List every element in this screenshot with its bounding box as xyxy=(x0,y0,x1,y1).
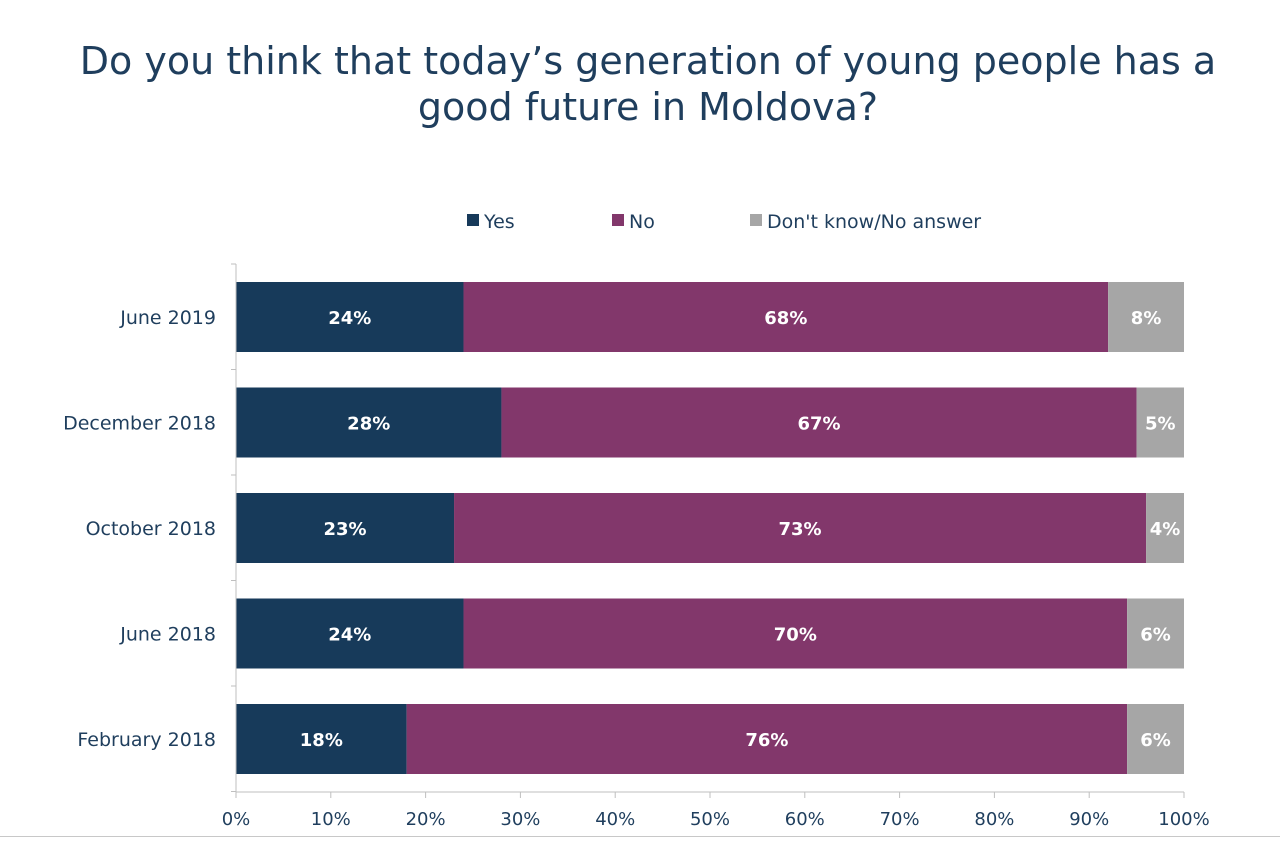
chart-title: Do you think that today’s generation of … xyxy=(79,39,1217,129)
bar-segment xyxy=(463,282,1109,352)
data-label: 5% xyxy=(1145,414,1176,435)
axes: June 2019 December 2018 October 2018 June 2… xyxy=(63,263,1210,830)
x-tick-label: 70% xyxy=(880,809,920,830)
data-label: 70% xyxy=(774,625,817,646)
data-label: 6% xyxy=(1140,625,1171,646)
x-tick-label: 50% xyxy=(690,809,730,830)
bar-segment xyxy=(501,387,1137,458)
bar-segment xyxy=(406,704,1128,774)
bar-segment xyxy=(236,598,464,669)
data-label: 68% xyxy=(764,308,807,329)
bar-segment xyxy=(236,704,407,774)
legend: Yes No Don't know/No answer xyxy=(467,211,981,233)
data-label: 24% xyxy=(328,625,371,646)
bar-segment xyxy=(1127,598,1184,669)
data-label: 24% xyxy=(328,308,371,329)
bars: 24% 68% 8% 28% 67% 5% 23% 73% 4% 24% 70% 6% 18% 76% 6% xyxy=(236,282,1184,774)
category-label: June 2018 xyxy=(119,624,216,646)
bar-segment xyxy=(1108,282,1184,352)
data-label: 73% xyxy=(779,519,822,540)
legend-swatch xyxy=(750,214,762,226)
data-label: 23% xyxy=(323,519,366,540)
category-label: June 2019 xyxy=(119,307,216,329)
bar-segment xyxy=(1136,387,1184,458)
category-label: December 2018 xyxy=(63,413,216,435)
data-label: 28% xyxy=(347,414,390,435)
bar-segment xyxy=(454,493,1147,563)
x-tick-label: 100% xyxy=(1158,809,1209,830)
bar-segment xyxy=(1127,704,1184,774)
bar-segment xyxy=(463,598,1128,669)
legend-swatch xyxy=(612,214,624,226)
bar-segment xyxy=(236,282,464,352)
legend-label: Don't know/No answer xyxy=(767,211,981,233)
x-tick-label: 10% xyxy=(311,809,351,830)
x-tick-label: 60% xyxy=(785,809,825,830)
x-tick-label: 40% xyxy=(595,809,635,830)
bottom-divider xyxy=(0,836,1280,837)
data-label: 67% xyxy=(797,414,840,435)
legend-label: No xyxy=(629,211,655,233)
x-tick-label: 80% xyxy=(974,809,1014,830)
legend-label: Yes xyxy=(483,211,515,233)
legend-swatch xyxy=(467,214,479,226)
category-label: February 2018 xyxy=(77,729,216,751)
data-label: 76% xyxy=(745,730,788,751)
data-label: 8% xyxy=(1131,308,1162,329)
x-tick-label: 20% xyxy=(406,809,446,830)
x-tick-label: 90% xyxy=(1069,809,1109,830)
bar-segment xyxy=(236,493,455,563)
bar-segment xyxy=(1146,493,1184,563)
bar-segment xyxy=(236,387,502,458)
data-label: 6% xyxy=(1140,730,1171,751)
x-tick-label: 30% xyxy=(500,809,540,830)
data-label: 4% xyxy=(1150,519,1181,540)
data-label: 18% xyxy=(300,730,343,751)
category-label: October 2018 xyxy=(86,518,216,540)
x-tick-label: 0% xyxy=(222,809,251,830)
